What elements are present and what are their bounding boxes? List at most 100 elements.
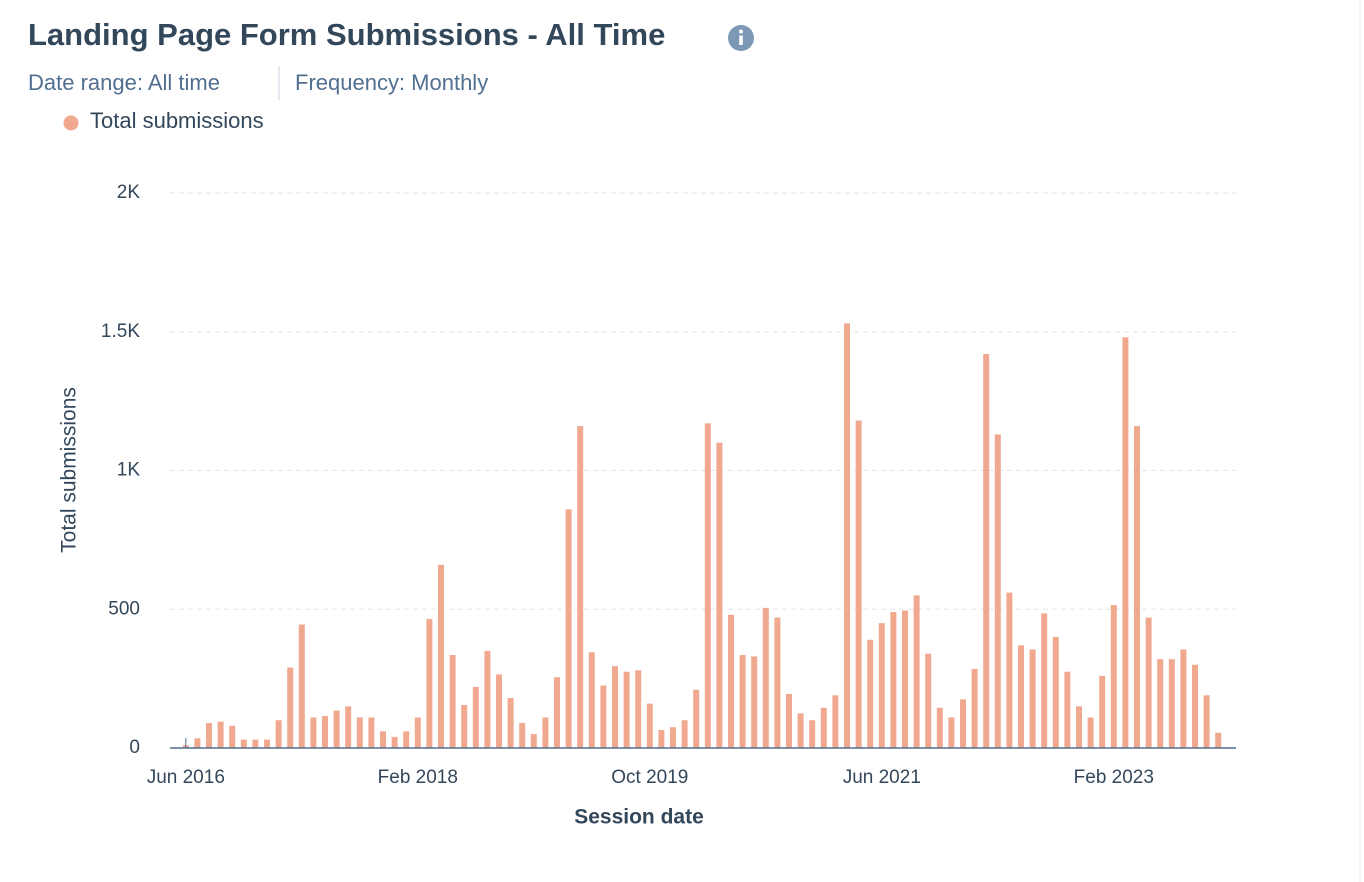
bar	[229, 725, 236, 748]
bar	[461, 704, 468, 748]
bar	[368, 717, 375, 748]
bar	[994, 434, 1001, 748]
date-range[interactable]: Date range: All time	[28, 70, 220, 95]
y-tick-label: 1.5K	[101, 321, 140, 342]
bar	[1076, 706, 1082, 748]
bar	[890, 612, 897, 748]
bar	[971, 668, 978, 748]
bar	[1052, 637, 1059, 748]
bar	[739, 655, 746, 748]
bar	[1087, 717, 1094, 748]
bar	[391, 736, 398, 748]
bar	[878, 623, 885, 748]
bar	[786, 693, 792, 748]
bar	[1215, 732, 1222, 748]
bar	[751, 656, 758, 748]
bar	[925, 653, 932, 748]
bar	[240, 739, 247, 748]
x-tick-label: Oct 2019	[611, 767, 688, 788]
bar	[902, 610, 908, 748]
x-axis-title: Session date	[574, 806, 704, 829]
bar	[728, 614, 734, 748]
bar	[287, 667, 294, 748]
bar	[217, 721, 224, 748]
bar	[507, 698, 514, 748]
bar	[472, 686, 479, 748]
bar	[565, 509, 572, 748]
x-tick-label: Feb 2018	[378, 767, 458, 788]
bar	[438, 564, 444, 748]
chart-title: Landing Page Form Submissions - All Time	[28, 17, 665, 52]
bar	[1145, 617, 1152, 748]
bar	[844, 323, 850, 748]
bar	[716, 442, 723, 748]
bar	[797, 713, 804, 748]
bar	[426, 618, 433, 748]
bar	[206, 723, 212, 748]
bar	[345, 706, 352, 748]
bar	[194, 738, 201, 748]
bar	[855, 420, 862, 748]
bar	[820, 707, 827, 748]
x-tick-label: Jun 2016	[147, 767, 225, 788]
bar	[554, 677, 560, 748]
bar	[252, 739, 259, 748]
bar	[832, 695, 839, 748]
bar	[948, 717, 955, 748]
bar	[1192, 664, 1198, 748]
bar	[1134, 426, 1140, 748]
y-tick-label: 2K	[117, 182, 141, 203]
bar	[264, 739, 270, 748]
bar	[333, 710, 340, 748]
bar	[403, 731, 410, 748]
bar	[1110, 605, 1117, 748]
bar	[809, 720, 816, 748]
bar	[577, 426, 584, 748]
y-axis-title: Total submissions	[58, 387, 81, 553]
info-icon[interactable]	[728, 25, 754, 51]
bar	[681, 720, 688, 748]
bar	[1018, 645, 1024, 748]
bar	[960, 699, 966, 748]
bar	[530, 734, 537, 748]
bar	[298, 624, 305, 748]
bar	[693, 689, 700, 748]
bar	[1064, 671, 1071, 748]
bar	[635, 670, 642, 748]
bar	[542, 717, 549, 748]
bar	[310, 717, 317, 748]
bar	[1168, 659, 1175, 748]
frequency[interactable]: Frequency: Monthly	[295, 70, 488, 95]
bar	[496, 674, 502, 748]
bar	[646, 703, 653, 748]
bar	[913, 595, 920, 748]
bar	[1099, 675, 1106, 748]
bar	[1203, 695, 1210, 748]
x-tick-label: Jun 2021	[843, 767, 921, 788]
bar	[612, 666, 618, 748]
bar	[322, 716, 328, 748]
bar	[774, 617, 781, 748]
bar	[1122, 337, 1129, 748]
bar	[1157, 659, 1164, 748]
bar	[588, 652, 595, 748]
bar	[867, 639, 874, 748]
bar	[414, 717, 421, 748]
bar	[1041, 613, 1048, 748]
bar	[356, 717, 363, 748]
bar	[670, 727, 676, 748]
bar	[519, 723, 526, 748]
y-tick-label: 1K	[117, 460, 141, 481]
legend-label: Total submissions	[90, 108, 264, 133]
bar	[762, 607, 769, 748]
bar	[275, 720, 282, 748]
bar	[936, 707, 943, 748]
bar	[600, 685, 607, 748]
y-tick-label: 500	[108, 598, 140, 619]
bar	[623, 671, 630, 748]
x-tick-label: Feb 2023	[1074, 767, 1154, 788]
bar	[1180, 649, 1187, 748]
bar	[1006, 592, 1013, 748]
bar	[704, 423, 711, 748]
